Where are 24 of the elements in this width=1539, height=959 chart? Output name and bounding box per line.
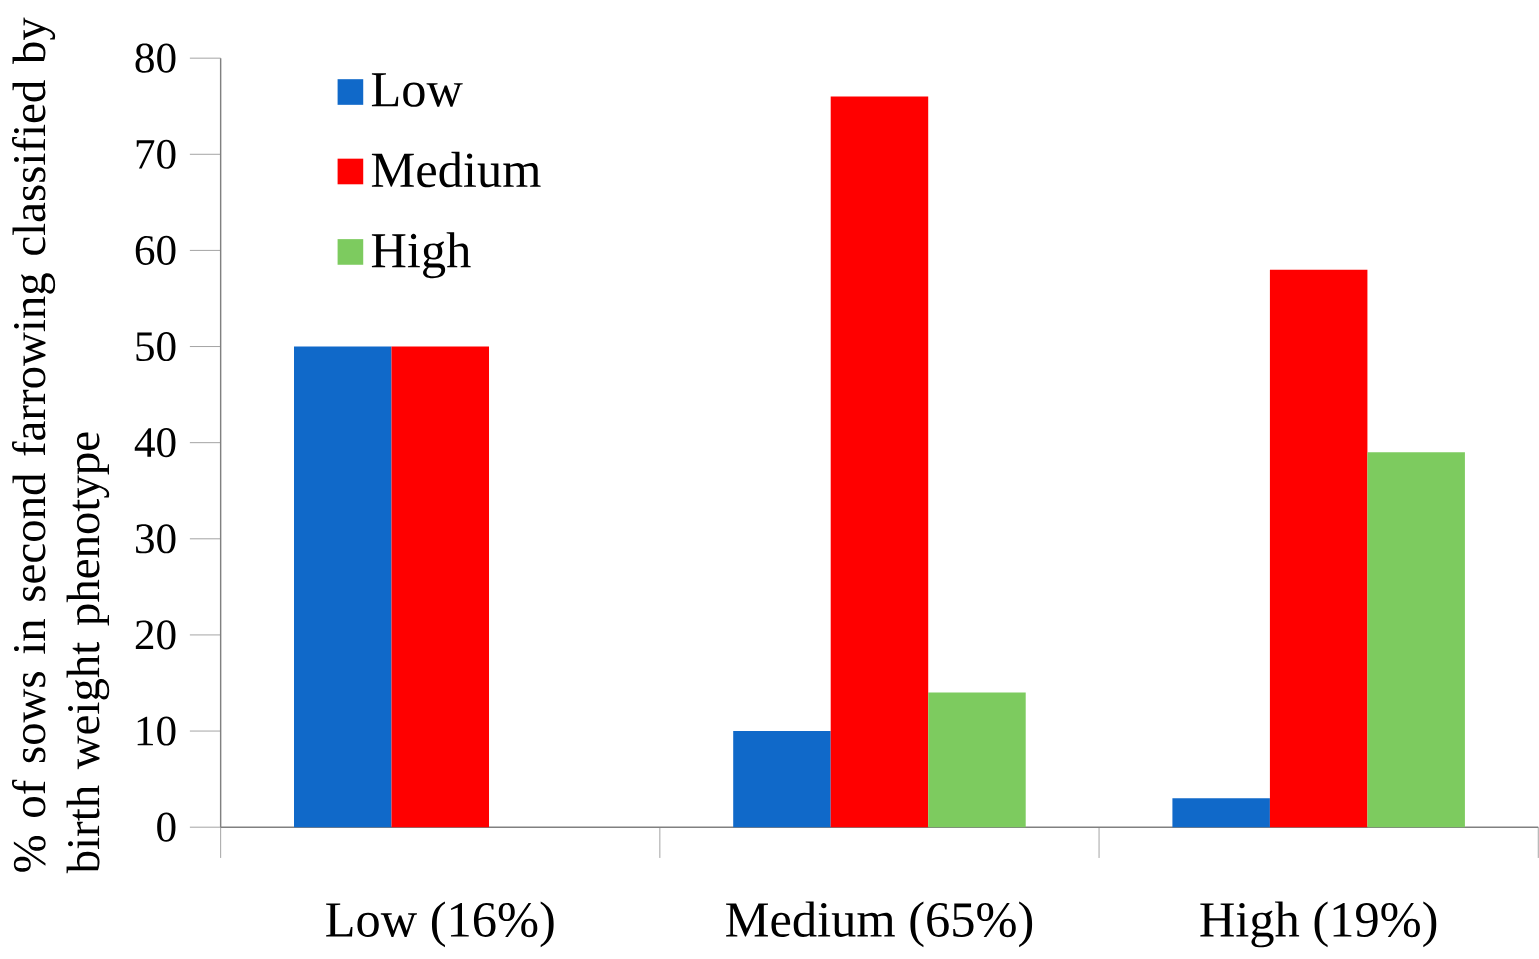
legend-label: Low: [371, 73, 463, 107]
x-tick-label: Low (16%): [326, 901, 554, 948]
y-tick-label: 70: [136, 139, 176, 169]
bar: [928, 692, 1026, 828]
x-tick-label: Medium (65%): [726, 901, 1033, 948]
bar: [294, 346, 392, 828]
bar: [1367, 452, 1465, 828]
legend-label: High: [371, 232, 471, 278]
y-tick-label: 10: [137, 716, 176, 746]
y-tick-label: 40: [134, 427, 176, 458]
bar: [1269, 269, 1368, 828]
x-tick-label: High (19%): [1200, 901, 1437, 948]
y-tick-label: 60: [135, 235, 176, 265]
y-tick-label: 30: [136, 524, 176, 554]
legend-label: Medium: [371, 151, 541, 188]
y-tick-label: 50: [136, 331, 176, 361]
y-axis-title: % of sows in second farrowing classified by birth weight phenotype: [11, 17, 110, 874]
bar: [830, 96, 929, 828]
bar: [733, 730, 831, 828]
y-tick-label: 0: [157, 812, 176, 842]
y-tick-label: 20: [135, 620, 176, 650]
bar: [391, 346, 490, 828]
bar: [1172, 798, 1270, 828]
y-tick-label: 80: [135, 43, 176, 73]
